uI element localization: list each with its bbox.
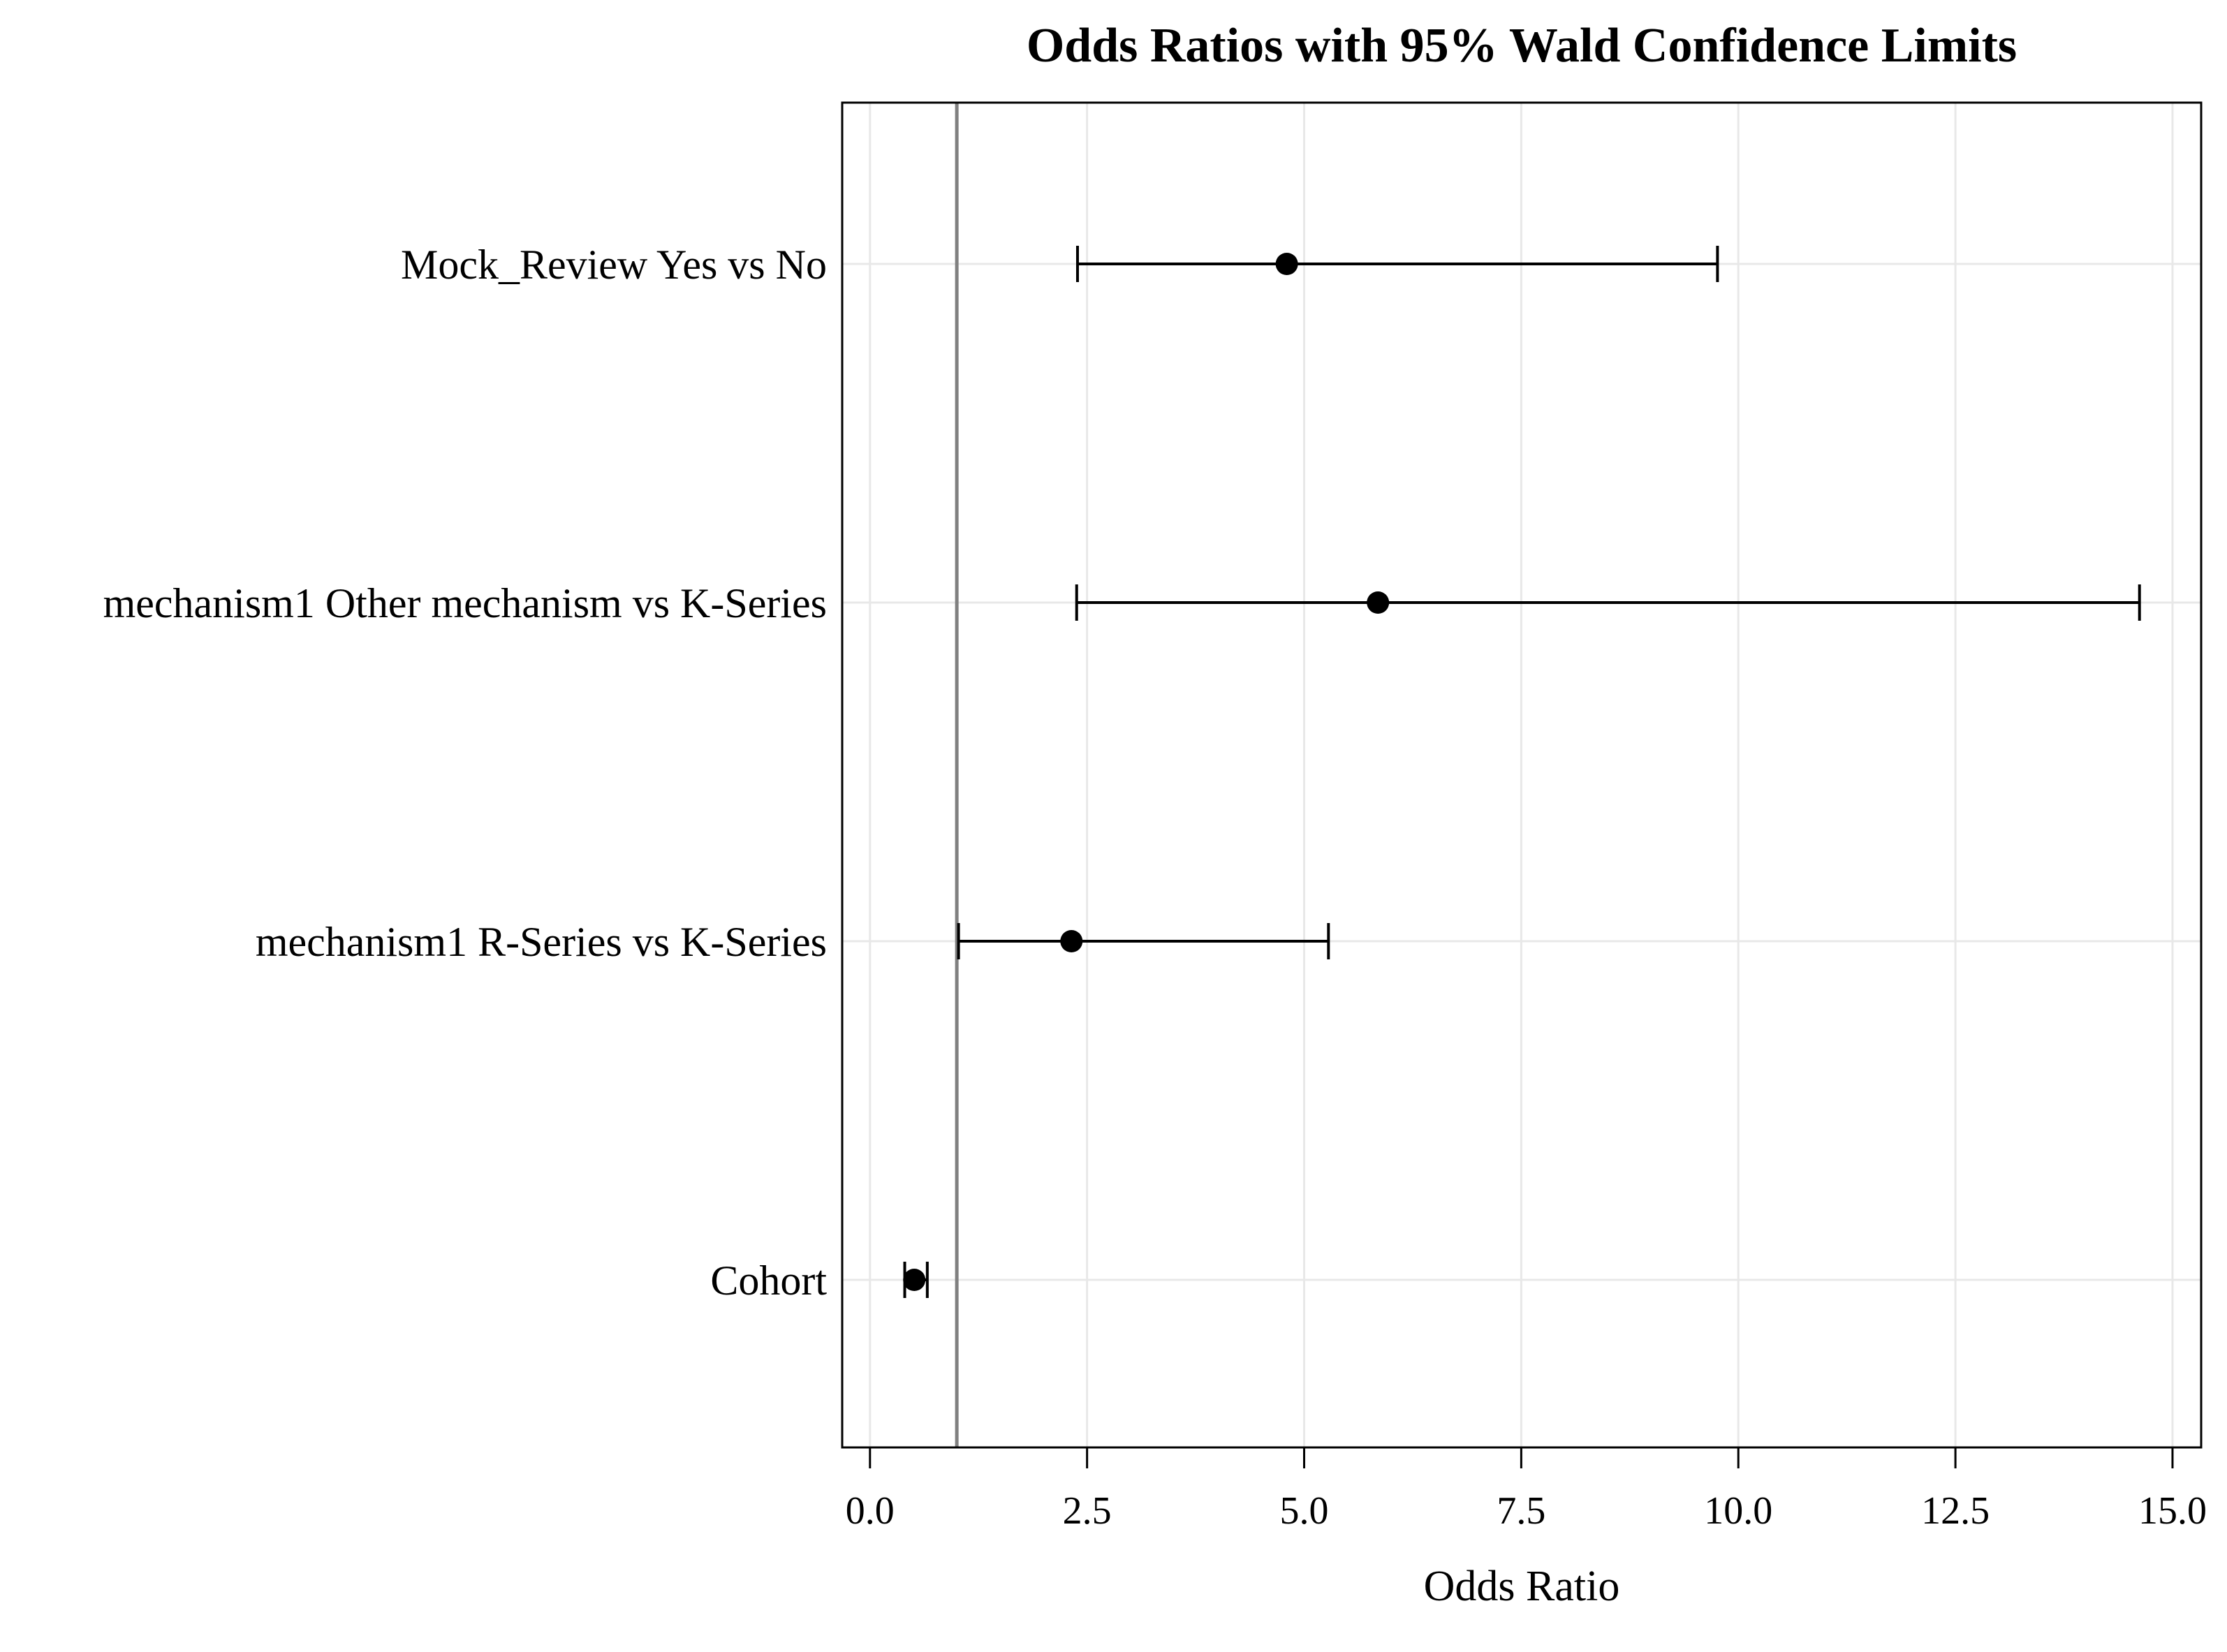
x-tick-label: 7.5 xyxy=(1497,1489,1545,1533)
odds-ratio-ci-group xyxy=(957,923,1330,959)
x-tick-label: 10.0 xyxy=(1704,1489,1772,1533)
x-tick-label: 0.0 xyxy=(846,1489,895,1533)
x-tick-label: 2.5 xyxy=(1063,1489,1112,1533)
data-point-layer xyxy=(903,246,2141,1298)
odds-ratio-ci-group xyxy=(903,1262,929,1298)
x-axis-layer: 0.0 2.5 5.0 7.5 10.0 12.5 15.0 xyxy=(846,1447,2207,1533)
odds-ratio-dot xyxy=(903,1269,926,1291)
odds-ratio-ci-group xyxy=(1075,584,2141,621)
grid-layer xyxy=(842,103,2201,1447)
chart-title: Odds Ratios with 95% Wald Confidence Lim… xyxy=(1027,19,2017,73)
category-label: mechanism1 Other mechanism vs K-Series xyxy=(103,580,827,626)
odds-ratio-dot xyxy=(1060,930,1083,952)
odds-ratio-dot xyxy=(1275,253,1298,275)
category-label: Cohort xyxy=(710,1258,827,1304)
category-label-layer: Mock_Review Yes vs No mechanism1 Other me… xyxy=(103,242,828,1304)
category-label: mechanism1 R-Series vs K-Series xyxy=(256,919,827,965)
x-axis-title: Odds Ratio xyxy=(1424,1563,1620,1610)
category-label: Mock_Review Yes vs No xyxy=(401,242,827,288)
odds-ratio-dot xyxy=(1367,591,1390,614)
x-tick-label: 12.5 xyxy=(1921,1489,1990,1533)
odds-ratio-ci-group xyxy=(1075,246,1719,282)
x-tick-label: 5.0 xyxy=(1280,1489,1329,1533)
x-tick-label: 15.0 xyxy=(2138,1489,2207,1533)
